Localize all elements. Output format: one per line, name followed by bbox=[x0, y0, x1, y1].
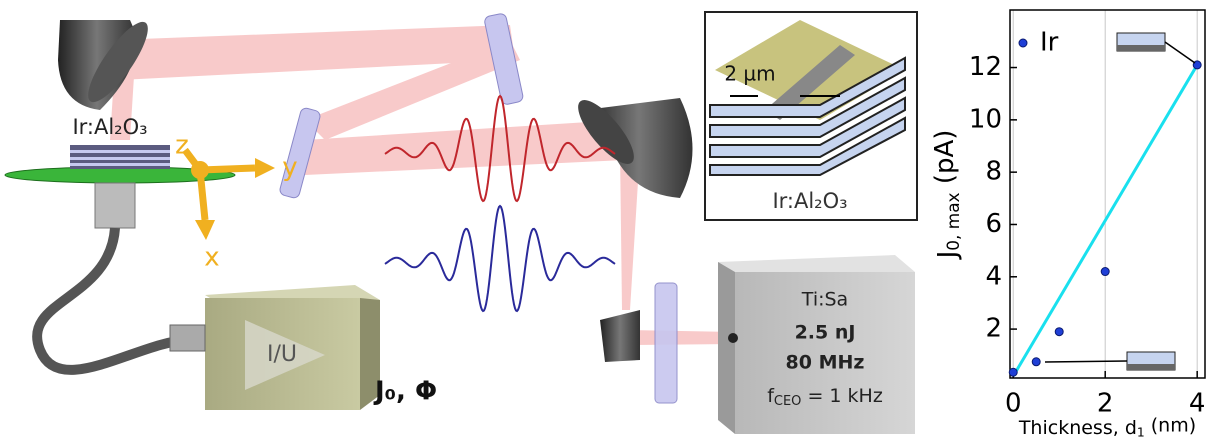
inset-scale: 2 µm bbox=[724, 62, 775, 86]
data-point bbox=[1032, 358, 1040, 366]
laser-name: Ti:Sa bbox=[801, 289, 848, 311]
axis-label: x bbox=[204, 243, 219, 273]
data-point bbox=[1055, 328, 1063, 336]
data-point bbox=[1009, 368, 1017, 376]
inset-label: Ir:Al₂O₃ bbox=[772, 189, 847, 213]
text-part: (pA) bbox=[929, 130, 959, 193]
arrow bbox=[1165, 42, 1195, 63]
plot-frame bbox=[1010, 10, 1205, 378]
text-part: J bbox=[933, 251, 963, 261]
amplifier-label: I/U bbox=[267, 342, 297, 367]
axis-label: y bbox=[282, 153, 297, 183]
text-part: 0, max bbox=[943, 192, 963, 250]
layer-icon bbox=[1127, 364, 1175, 370]
text-part: (nm) bbox=[1145, 414, 1196, 436]
figure: Ir:Al₂O₃ z y x I/U J₀, Φ Ti:Sa 2.5 nJ 80… bbox=[0, 0, 1217, 441]
text-part: = 1 kHz bbox=[801, 385, 882, 407]
sample-label: Ir:Al₂O₃ bbox=[72, 115, 147, 139]
x-tick-label: 2 bbox=[1097, 389, 1114, 419]
text-part: 1 bbox=[1137, 425, 1145, 439]
legend-marker bbox=[1019, 39, 1027, 47]
laser-box bbox=[718, 255, 915, 434]
y-tick-label: 12 bbox=[969, 52, 1002, 82]
axis-label: z bbox=[175, 131, 189, 161]
y-axis-label: J0, max (pA) bbox=[929, 130, 963, 261]
y-tick-label: 2 bbox=[985, 314, 1002, 344]
arrow bbox=[1045, 361, 1127, 362]
y-tick-label: 4 bbox=[985, 261, 1002, 291]
pulse-wave bbox=[385, 206, 615, 311]
small-mirror bbox=[600, 283, 677, 403]
data-point bbox=[1101, 268, 1109, 276]
layer-icon bbox=[1117, 45, 1165, 51]
legend-label: Ir bbox=[1040, 28, 1059, 58]
signal-label: J₀, Φ bbox=[373, 377, 437, 407]
coordinate-axes bbox=[185, 150, 275, 240]
y-tick-label: 6 bbox=[985, 209, 1002, 239]
y-tick-label: 8 bbox=[985, 157, 1002, 187]
text-part: CEO bbox=[774, 394, 802, 409]
y-tick-label: 10 bbox=[969, 104, 1002, 134]
laser-energy: 2.5 nJ bbox=[795, 322, 856, 344]
text-part: Thickness, d bbox=[1018, 417, 1137, 439]
laser-rate: 80 MHz bbox=[786, 352, 865, 374]
x-axis-label: Thickness, d1 (nm) bbox=[1018, 414, 1196, 439]
x-tick-label: 0 bbox=[1005, 389, 1022, 419]
